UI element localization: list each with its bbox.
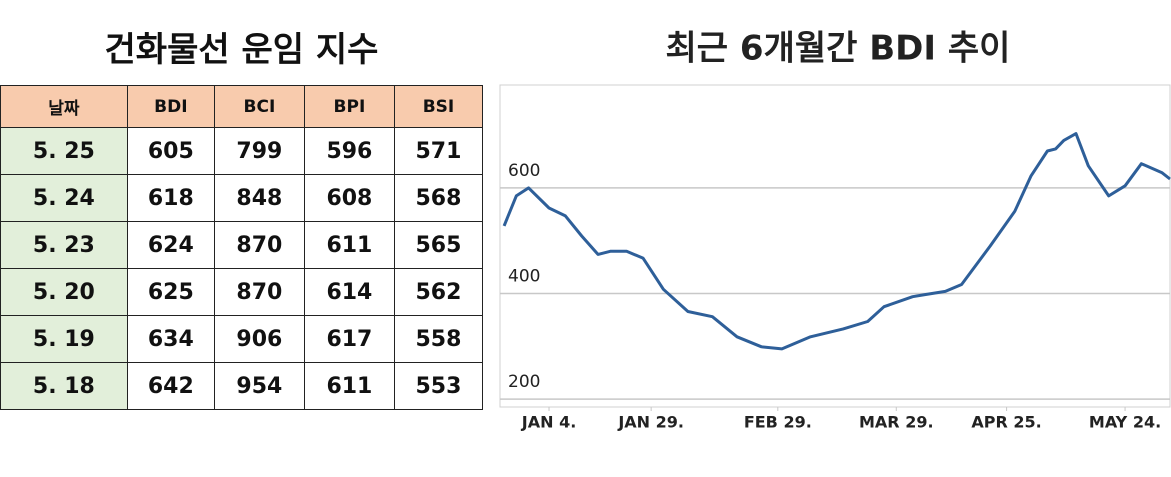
table-cell: 618 [126, 174, 215, 222]
table-cell: 634 [126, 315, 215, 363]
table-row: 5. 25 605 799 596 571 [0, 127, 484, 175]
table-cell: 611 [303, 362, 395, 410]
table-row: 5. 20 625 870 614 562 [0, 268, 484, 316]
x-tick-label: JAN 29. [617, 413, 684, 432]
table-cell: 848 [213, 174, 305, 222]
header-row: 날짜 BDI BCI BPI BSI [0, 85, 484, 128]
table-title: 건화물선 운임 지수 [104, 30, 379, 70]
table-row: 5. 18 642 954 611 553 [0, 362, 484, 410]
x-tick-label: MAY 24. [1089, 413, 1161, 432]
header-cell: BPI [303, 85, 395, 128]
table-cell: 906 [213, 315, 305, 363]
table-row: 5. 23 624 870 611 565 [0, 221, 484, 269]
table-cell: 954 [213, 362, 305, 410]
table-cell: 605 [126, 127, 215, 175]
y-tick-label: 400 [508, 267, 540, 287]
table-cell: 5. 18 [0, 362, 128, 410]
y-tick-label: 200 [508, 372, 540, 392]
plot-frame [499, 84, 1171, 408]
chart-title: 최근 6개월간 BDI 추이 [666, 29, 1011, 69]
table-cell: 5. 19 [0, 315, 128, 363]
x-tick-label: JAN 4. [521, 413, 577, 432]
table-cell: 553 [393, 362, 484, 410]
table-cell: 625 [126, 268, 215, 316]
table-cell: 571 [393, 127, 484, 175]
table-row: 5. 19 634 906 617 558 [0, 315, 484, 363]
table-cell: 614 [303, 268, 395, 316]
table-cell: 5. 24 [0, 174, 128, 222]
x-tick-label: FEB 29. [744, 413, 812, 432]
table-cell: 558 [393, 315, 484, 363]
header-cell: BSI [393, 85, 484, 128]
table-cell: 642 [126, 362, 215, 410]
table-cell: 562 [393, 268, 484, 316]
table-cell: 565 [393, 221, 484, 269]
line-series [502, 132, 1171, 351]
table-cell: 870 [213, 221, 305, 269]
table-cell: 799 [213, 127, 305, 175]
x-tick-label: MAR 29. [859, 413, 934, 432]
y-tick-label: 600 [508, 161, 540, 181]
header-cell: 날짜 [0, 85, 128, 128]
table-cell: 5. 25 [0, 127, 128, 175]
table-cell: 596 [303, 127, 395, 175]
index-table: 날짜 BDI BCI BPI BSI 5. 25 605 799 596 571 5. 24 618 8… [0, 85, 484, 410]
table-row: 5. 24 618 848 608 568 [0, 174, 484, 222]
table-cell: 5. 23 [0, 221, 128, 269]
x-tick-label: APR 25. [971, 413, 1041, 432]
table-cell: 608 [303, 174, 395, 222]
header-cell: BDI [126, 85, 215, 128]
table-cell: 568 [393, 174, 484, 222]
